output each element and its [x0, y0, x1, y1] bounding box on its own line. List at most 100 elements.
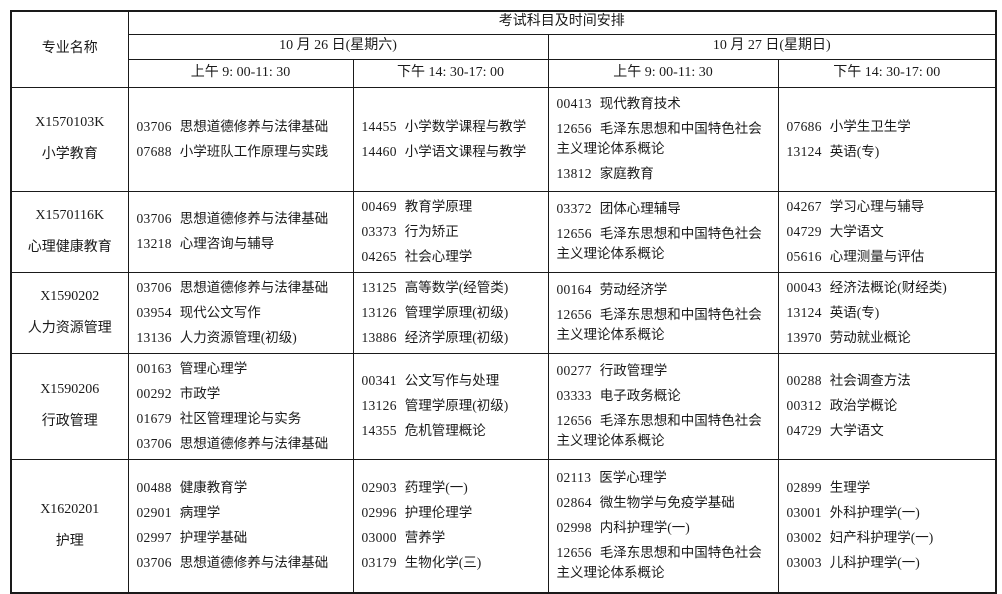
- sat-pm-cell: 00469 教育学原理 03373 行为矫正 04265 社会心理学: [352, 190, 549, 273]
- course-name: 思想道德修养与法律基础: [179, 435, 329, 451]
- major-cell: X1590202 人力资源管理: [10, 271, 129, 354]
- major-name-column-header: 专业名称: [10, 10, 129, 88]
- course-code: 14460: [361, 143, 397, 159]
- course-entry: 00292 市政学: [137, 384, 350, 404]
- course-name: 生物化学(三): [404, 555, 482, 571]
- course-entry: 03002 妇产科护理学(一): [787, 528, 993, 548]
- course-code: 02998: [556, 520, 592, 536]
- course-name: 学习心理与辅导: [829, 198, 925, 214]
- course-code: 00277: [556, 363, 592, 378]
- course-entry: 00413 现代教育技术: [557, 94, 775, 114]
- course-entry: 02997 护理学基础: [137, 528, 350, 548]
- course-code: 13124: [786, 304, 822, 320]
- major-row: X1590202 人力资源管理 03706 思想道德修养与法律基础 03954 现代公文写…: [10, 271, 997, 354]
- course-code: 00043: [786, 279, 822, 295]
- course-entry: 02996 护理伦理学: [362, 503, 545, 523]
- sat-pm-cell: 13125 高等数学(经管类) 13126 管理学原理(初级) 13886 经济学原理(初…: [352, 271, 549, 354]
- course-code: 04265: [361, 248, 397, 264]
- course-entry: 03333 电子政务概论: [557, 386, 775, 406]
- sat-pm-cell: 02903 药理学(一) 02996 护理伦理学 03000 营养学 03179 生物化学(三…: [352, 458, 549, 594]
- course-code: 03706: [136, 279, 172, 295]
- course-name: 微生物学与免疫学基础: [599, 495, 735, 511]
- course-name: 管理学原理(初级): [404, 304, 509, 320]
- course-name: 毛泽东思想和中国特色社会主义理论体系概论: [556, 121, 762, 156]
- course-name: 市政学: [179, 385, 221, 401]
- course-code: 03373: [361, 223, 397, 239]
- day-header-saturday: 10 月 26 日(星期六): [127, 33, 549, 60]
- course-name: 行政管理学: [599, 363, 668, 378]
- course-entry: 02903 药理学(一): [362, 478, 545, 498]
- course-entry: 01679 社区管理理论与实务: [137, 409, 350, 429]
- course-code: 13126: [361, 398, 397, 413]
- course-name: 团体心理辅导: [599, 201, 681, 216]
- course-entry: 03706 思想道德修养与法律基础: [137, 117, 350, 137]
- course-entry: 07688 小学班队工作原理与实践: [137, 142, 350, 162]
- course-name: 经济法概论(财经类): [829, 279, 947, 295]
- major-row: X1590206 行政管理 00163 管理心理学 00292 市政学 01679 社区管理理…: [10, 352, 997, 460]
- course-name: 心理咨询与辅导: [179, 236, 275, 251]
- course-code: 13126: [361, 304, 397, 320]
- course-code: 03179: [361, 555, 397, 571]
- course-entry: 03372 团体心理辅导: [557, 199, 775, 219]
- course-entry: 03373 行为矫正: [362, 222, 545, 242]
- course-entry: 14455 小学数学课程与教学: [362, 117, 545, 137]
- course-code: 03954: [136, 304, 172, 320]
- course-name: 医学心理学: [599, 470, 667, 486]
- course-code: 03001: [786, 505, 822, 521]
- sun-pm-cell: 00043 经济法概论(财经类) 13124 英语(专) 13970 劳动就业概论: [777, 271, 997, 354]
- course-entry: 03954 现代公文写作: [137, 303, 350, 323]
- course-entry: 13886 经济学原理(初级): [362, 328, 545, 348]
- course-name: 管理心理学: [179, 360, 248, 376]
- course-name: 毛泽东思想和中国特色社会主义理论体系概论: [556, 226, 762, 261]
- course-code: 00163: [136, 360, 172, 376]
- course-name: 儿科护理学(一): [829, 555, 920, 571]
- course-code: 03333: [556, 388, 592, 403]
- course-name: 电子政务概论: [599, 388, 681, 403]
- course-entry: 00288 社会调查方法: [787, 371, 993, 391]
- major-cell: X1620201 护理: [10, 458, 129, 594]
- course-code: 02113: [556, 470, 592, 486]
- course-name: 劳动就业概论: [829, 329, 911, 345]
- course-name: 内科护理学(一): [599, 520, 690, 536]
- course-entry: 03003 儿科护理学(一): [787, 553, 993, 573]
- course-entry: 03000 营养学: [362, 528, 545, 548]
- course-code: 00469: [361, 198, 397, 214]
- course-name: 英语(专): [829, 143, 880, 159]
- course-name: 小学数学课程与教学: [404, 118, 527, 134]
- course-code: 03706: [136, 118, 172, 134]
- course-code: 12656: [556, 413, 592, 428]
- sat-am-cell: 03706 思想道德修养与法律基础 07688 小学班队工作原理与实践: [127, 86, 354, 192]
- course-entry: 03001 外科护理学(一): [787, 503, 993, 523]
- course-name: 病理学: [179, 505, 221, 521]
- course-name: 外科护理学(一): [829, 505, 920, 521]
- course-entry: 03706 思想道德修养与法律基础: [137, 209, 350, 229]
- course-code: 13218: [136, 236, 172, 251]
- major-name: 行政管理: [41, 414, 98, 429]
- course-name: 生理学: [829, 480, 871, 496]
- course-code: 12656: [556, 226, 592, 241]
- sun-am-cell: 00413 现代教育技术 12656 毛泽东思想和中国特色社会主义理论体系概论 1381…: [547, 86, 779, 192]
- course-entry: 12656 毛泽东思想和中国特色社会主义理论体系概论: [557, 224, 775, 264]
- course-name: 健康教育学: [179, 480, 248, 496]
- course-name: 营养学: [404, 530, 446, 546]
- course-name: 社会心理学: [404, 248, 473, 264]
- course-name: 小学生卫生学: [829, 118, 911, 134]
- course-code: 03706: [136, 435, 172, 451]
- course-code: 04729: [786, 423, 822, 438]
- schedule-main-header: 考试科目及时间安排: [127, 10, 997, 35]
- course-entry: 02901 病理学: [137, 503, 350, 523]
- course-code: 00341: [361, 373, 397, 388]
- course-code: 01679: [136, 410, 172, 426]
- course-code: 14355: [361, 423, 397, 438]
- sat-am-cell: 00488 健康教育学 02901 病理学 02997 护理学基础 03706 思想道德修养与…: [127, 458, 354, 594]
- course-code: 02996: [361, 505, 397, 521]
- course-name: 思想道德修养与法律基础: [179, 211, 329, 226]
- course-name: 妇产科护理学(一): [829, 530, 934, 546]
- schedule-body: X1570103K 小学教育 03706 思想道德修养与法律基础 07688 小学班队工作…: [10, 86, 997, 594]
- course-code: 07686: [786, 118, 822, 134]
- course-code: 00488: [136, 480, 172, 496]
- course-name: 大学语文: [829, 423, 884, 438]
- course-code: 04267: [786, 198, 822, 214]
- course-name: 政治学概论: [829, 398, 898, 413]
